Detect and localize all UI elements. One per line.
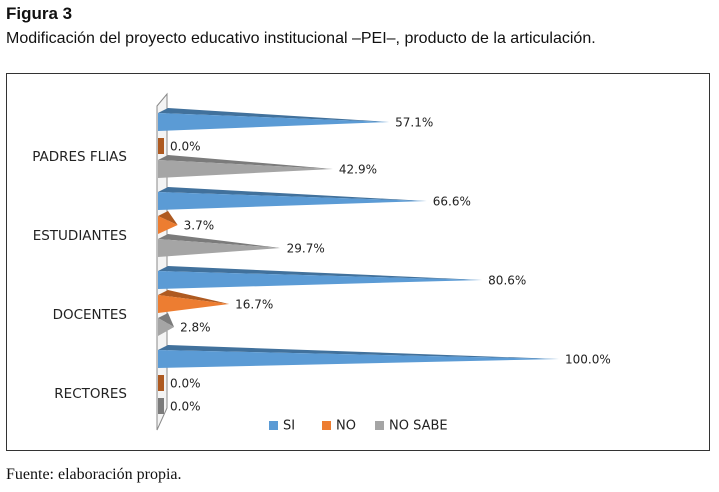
bar-no-sabe bbox=[158, 398, 164, 414]
figure-caption: Modificación del proyecto educativo inst… bbox=[6, 30, 596, 47]
figure-label: Figura 3 bbox=[6, 4, 73, 23]
category-label: PADRES FLIAS bbox=[32, 149, 127, 165]
data-label: 57.1% bbox=[395, 116, 433, 130]
bar-top-face bbox=[158, 234, 281, 248]
legend-swatch-no bbox=[322, 421, 331, 430]
figure-source: Fuente: elaboración propia. bbox=[6, 466, 182, 483]
bar-top-face bbox=[158, 187, 427, 201]
bar-chart: PADRES FLIAS ESTUDIANTES DOCENTES RECTORES 5… bbox=[32, 92, 611, 434]
legend-swatch-no-sabe bbox=[375, 421, 384, 430]
bar-si bbox=[158, 350, 559, 368]
bar-no bbox=[158, 138, 164, 154]
bar-top-face bbox=[158, 108, 390, 122]
legend-label: SI bbox=[283, 419, 295, 434]
data-label: 0.0% bbox=[170, 377, 201, 391]
bar-no-sabe bbox=[158, 160, 333, 178]
data-label: 29.7% bbox=[287, 242, 325, 256]
axis-wall bbox=[156, 92, 168, 431]
bar-no bbox=[158, 375, 164, 391]
bar-si bbox=[158, 192, 427, 210]
data-label: 3.7% bbox=[184, 219, 215, 233]
category-label: ESTUDIANTES bbox=[33, 228, 127, 244]
data-label: 16.7% bbox=[235, 298, 273, 312]
legend-swatch-si bbox=[269, 421, 278, 430]
data-label: 0.0% bbox=[170, 400, 201, 414]
bar-no-sabe bbox=[158, 318, 175, 336]
bar-top-face bbox=[158, 266, 483, 280]
category-label: RECTORES bbox=[54, 386, 127, 402]
bar-top-face bbox=[158, 313, 175, 327]
data-label: 66.6% bbox=[433, 195, 471, 209]
legend-label: NO SABE bbox=[389, 419, 448, 434]
bar-top-face bbox=[158, 211, 178, 225]
bar-top-face bbox=[158, 155, 333, 169]
bar-top-face bbox=[158, 290, 230, 304]
legend-label: NO bbox=[336, 419, 356, 434]
bar-no bbox=[158, 295, 230, 313]
data-label: 42.9% bbox=[339, 163, 377, 177]
data-label: 80.6% bbox=[488, 274, 526, 288]
bar-no bbox=[158, 216, 178, 234]
data-label: 0.0% bbox=[170, 140, 201, 154]
data-label: 2.8% bbox=[180, 321, 211, 335]
chart-frame: PADRES FLIAS ESTUDIANTES DOCENTES RECTORES 5… bbox=[6, 73, 710, 451]
bar-no-sabe bbox=[158, 239, 281, 257]
bar-top-face bbox=[158, 345, 559, 359]
bar-si bbox=[158, 113, 390, 131]
category-label: DOCENTES bbox=[53, 307, 127, 323]
data-label: 100.0% bbox=[565, 353, 611, 367]
bar-si bbox=[158, 271, 483, 289]
